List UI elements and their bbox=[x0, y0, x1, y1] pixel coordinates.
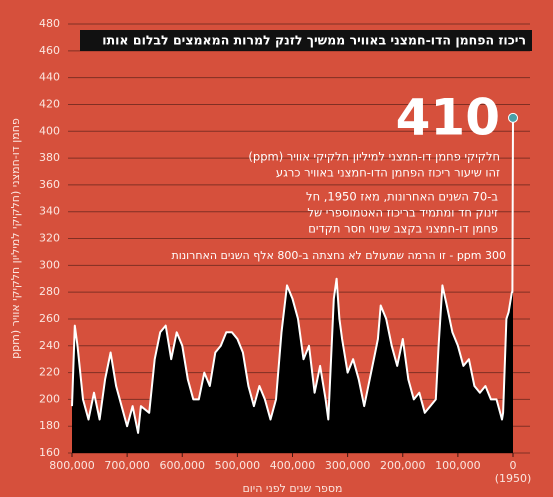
x-tick-label: 800,000 bbox=[49, 459, 95, 472]
y-tick-label: 380 bbox=[39, 151, 60, 164]
y-tick-label: 440 bbox=[39, 71, 60, 84]
x-tick-label: 700,000 bbox=[104, 459, 150, 472]
title-box bbox=[80, 30, 532, 51]
annotation-paragraph: זינוק חד ומתמיד בריכוז האטמוספרי של bbox=[307, 206, 498, 220]
x-tick-label: 0 bbox=[510, 459, 517, 472]
annotation-paragraph: ב-70 השנים האחרונות, מאז 1950, חל bbox=[306, 190, 498, 204]
current-point bbox=[508, 112, 518, 123]
annotation-line: זהו שיעור ריכוז הפחמן הדו-חמצני באוויר כ… bbox=[276, 166, 500, 180]
x-tick-label: 300,000 bbox=[325, 459, 371, 472]
x-tick-label: 400,000 bbox=[270, 459, 316, 472]
y-axis-label: פחמן דו-חמצני (חלקיקי למיליון חלקיקי אוו… bbox=[9, 118, 22, 359]
line bbox=[71, 117, 514, 434]
y-tick-label: 240 bbox=[39, 339, 60, 352]
annotation-paragraph: פחמן דו-חמצני בקצב שינוי חסר תקדים bbox=[308, 222, 498, 236]
y-tick-label: 300 bbox=[39, 258, 60, 271]
y-tick-label: 400 bbox=[39, 124, 60, 137]
chart-title: ריכוז הפחמן הדו-חמצני באוויר ממשיך לזנק … bbox=[102, 33, 526, 48]
y-tick-label: 220 bbox=[39, 366, 60, 379]
x-tick-label: 500,000 bbox=[215, 459, 261, 472]
y-tick-label: 200 bbox=[39, 392, 60, 405]
y-tick-label: 360 bbox=[39, 178, 60, 191]
x-tick-label: 100,000 bbox=[435, 459, 481, 472]
y-tick-label: 260 bbox=[39, 312, 60, 325]
y-tick-label: 280 bbox=[39, 285, 60, 298]
y-tick-label: 160 bbox=[39, 446, 60, 459]
y-tick-label: 320 bbox=[39, 232, 60, 245]
x-tick-label: 200,000 bbox=[380, 459, 426, 472]
y-tick-label: 480 bbox=[39, 17, 60, 30]
y-tick-label: 420 bbox=[39, 97, 60, 110]
threshold-note: 300 ppm - זו הרמה שמעולם לא נחצתה ב-800 … bbox=[172, 249, 507, 262]
x-note: (1950) bbox=[495, 472, 532, 485]
big-value: 410 bbox=[396, 89, 500, 147]
y-tick-label: 340 bbox=[39, 205, 60, 218]
x-axis-label: מספר שנים לפני היום bbox=[242, 482, 342, 495]
annotation-line: חלקיקי פחמן דו-חמצני למיליון חלקיקי אווי… bbox=[248, 150, 500, 164]
y-tick-label: 180 bbox=[39, 419, 60, 432]
area bbox=[72, 117, 513, 454]
x-tick-label: 600,000 bbox=[160, 459, 206, 472]
y-tick-label: 460 bbox=[39, 44, 60, 57]
